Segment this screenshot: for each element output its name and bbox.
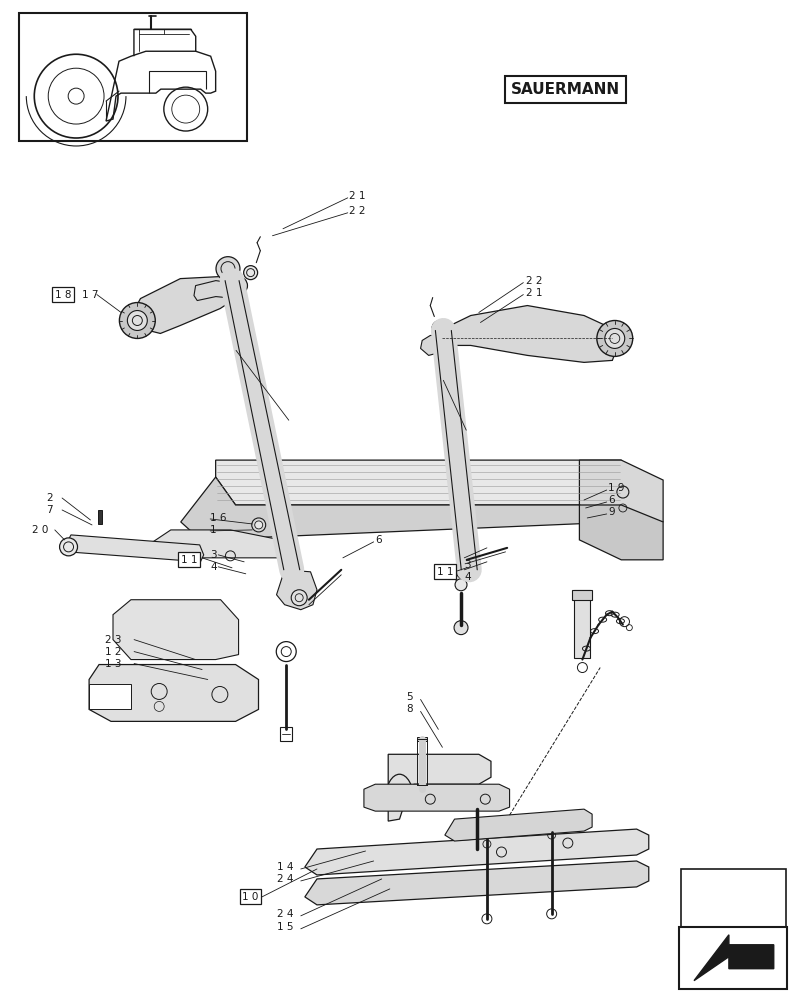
Polygon shape (693, 935, 773, 981)
Polygon shape (216, 460, 620, 505)
Circle shape (431, 321, 448, 336)
Text: 8: 8 (406, 704, 412, 714)
Text: 2 1: 2 1 (349, 191, 366, 201)
Text: 4: 4 (210, 562, 217, 572)
Text: 4: 4 (464, 572, 470, 582)
Circle shape (127, 311, 147, 330)
Polygon shape (440, 306, 617, 362)
Text: 2 0: 2 0 (32, 525, 49, 535)
Polygon shape (277, 570, 316, 610)
Circle shape (454, 579, 466, 591)
Text: 2 4: 2 4 (277, 909, 293, 919)
Bar (19, 13, 247, 141)
Polygon shape (181, 477, 620, 540)
Text: 2 4: 2 4 (277, 874, 293, 884)
Text: 1 4: 1 4 (277, 862, 293, 872)
Text: 2 3: 2 3 (105, 635, 122, 645)
Polygon shape (444, 809, 591, 841)
Text: 1 3: 1 3 (105, 659, 122, 669)
Polygon shape (152, 530, 290, 558)
Circle shape (604, 328, 624, 348)
Text: 1 9: 1 9 (607, 483, 624, 493)
Circle shape (596, 320, 632, 356)
Text: 1 1: 1 1 (436, 567, 453, 577)
Text: 1 0: 1 0 (242, 892, 259, 902)
Polygon shape (89, 665, 258, 721)
Polygon shape (363, 784, 509, 811)
Text: 1 8: 1 8 (54, 290, 71, 300)
Circle shape (216, 257, 239, 281)
Text: 3: 3 (210, 550, 217, 560)
Text: 2 2: 2 2 (525, 276, 542, 286)
Circle shape (230, 277, 247, 295)
Polygon shape (693, 954, 777, 989)
Polygon shape (113, 600, 238, 660)
Polygon shape (304, 861, 648, 905)
Polygon shape (420, 335, 440, 355)
Text: 7: 7 (46, 505, 53, 515)
Polygon shape (579, 460, 663, 522)
Bar (573, 590, 590, 658)
Circle shape (453, 566, 469, 582)
Bar (280, 727, 292, 741)
Text: 1 7: 1 7 (82, 290, 99, 300)
Circle shape (59, 538, 77, 556)
Circle shape (291, 590, 307, 606)
Text: 1 5: 1 5 (277, 922, 293, 932)
Bar (98, 510, 102, 524)
Text: 1 1: 1 1 (181, 555, 197, 565)
Circle shape (243, 266, 257, 280)
Bar (572, 590, 592, 600)
Polygon shape (132, 276, 240, 333)
Text: 1 6: 1 6 (210, 513, 226, 523)
Polygon shape (194, 281, 236, 301)
Text: 3: 3 (464, 560, 470, 570)
Text: 2 1: 2 1 (525, 288, 542, 298)
Circle shape (453, 621, 467, 635)
Text: 9: 9 (607, 507, 614, 517)
Circle shape (251, 518, 265, 532)
Bar (680, 869, 785, 941)
Bar (417, 737, 427, 741)
Bar (678, 927, 786, 989)
Text: 2 2: 2 2 (349, 206, 366, 216)
Text: SAUERMANN: SAUERMANN (510, 82, 620, 97)
Text: 5: 5 (406, 692, 412, 702)
Text: 6: 6 (607, 495, 614, 505)
Text: 1: 1 (210, 525, 217, 535)
Circle shape (119, 303, 155, 338)
Circle shape (255, 521, 263, 529)
Text: 2: 2 (46, 493, 53, 503)
Text: 1 2: 1 2 (105, 647, 122, 657)
Text: 6: 6 (375, 535, 381, 545)
Polygon shape (388, 754, 491, 821)
Circle shape (286, 564, 302, 580)
Polygon shape (579, 505, 663, 560)
Polygon shape (89, 684, 131, 709)
Polygon shape (67, 535, 204, 562)
Polygon shape (304, 829, 648, 875)
